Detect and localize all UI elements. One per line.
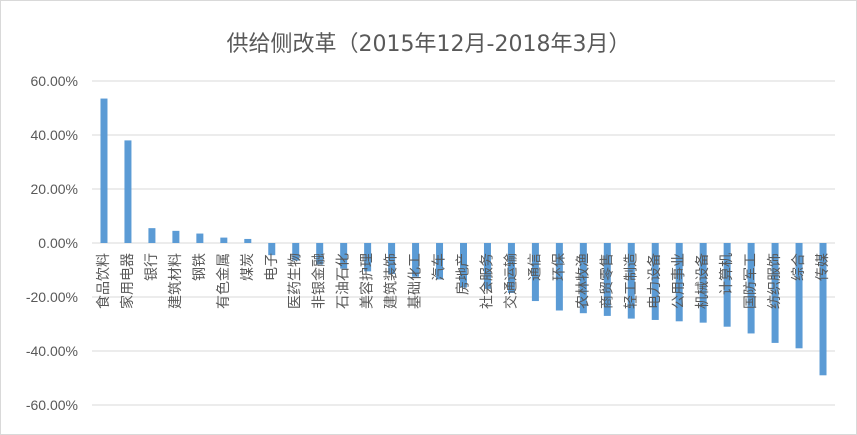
category-label: 有色金属: [215, 253, 232, 309]
category-label: 房地产: [456, 253, 472, 295]
gridlines: [92, 80, 835, 406]
y-tick-label: -40.00%: [26, 343, 78, 359]
category-label: 环保: [551, 253, 567, 281]
bar: [292, 243, 300, 261]
category-labels: 食品饮料 家用电器 银行 建筑材料 钢铁 有色金属 煤炭 电子 医药生物 非银金融 石油石化 美容护理…: [95, 253, 831, 309]
category-label: 商贸零售: [599, 253, 615, 309]
bar: [436, 243, 444, 280]
y-tick-label: 20.00%: [31, 181, 78, 197]
bar: [268, 243, 276, 256]
bar: [675, 243, 683, 322]
bar: [388, 243, 396, 275]
category-label: 交通运输: [502, 253, 519, 309]
category-label: 纺织服饰: [767, 253, 783, 309]
category-label: 国防军工: [743, 253, 759, 309]
bar: [124, 140, 132, 243]
bar: [603, 243, 611, 316]
bar: [555, 243, 563, 311]
category-label: 基础化工: [407, 253, 424, 309]
bar: [100, 98, 108, 243]
bar: [771, 243, 779, 343]
category-label: 通信: [527, 253, 543, 281]
bar: [460, 243, 467, 288]
bar: [220, 237, 228, 243]
bars: [100, 98, 827, 376]
category-label: 建筑装饰: [384, 253, 400, 309]
y-tick-label: 0.00%: [38, 235, 78, 251]
bar: [483, 243, 491, 289]
category-label: 汽车: [431, 253, 448, 281]
bar: [364, 243, 372, 272]
y-tick-label: -60.00%: [26, 397, 78, 413]
bar: [699, 243, 707, 323]
category-label: 医药生物: [288, 253, 304, 309]
bar: [196, 233, 204, 243]
bar: [531, 243, 539, 302]
category-label: 农林牧渔: [575, 253, 591, 309]
bar: [172, 230, 180, 243]
bar: [795, 243, 803, 349]
bar: [148, 228, 156, 243]
bar: [412, 243, 420, 277]
category-label: 石油石化: [336, 253, 352, 309]
category-label: 美容护理: [359, 253, 376, 309]
category-label: 公用事业: [671, 253, 687, 309]
category-label: 食品饮料: [95, 253, 112, 309]
y-tick-label: 40.00%: [31, 127, 78, 143]
bar: [579, 243, 587, 314]
bar: [819, 243, 827, 376]
y-axis-tick-labels: 60.00% 40.00% 20.00% 0.00% -20.00% -40.00% -60…: [26, 73, 78, 413]
bar: [627, 243, 635, 319]
category-label: 电力设备: [646, 253, 663, 309]
bar: [651, 243, 659, 320]
category-label: 传媒: [815, 253, 831, 281]
category-label: 电子: [264, 253, 280, 281]
bar: [244, 238, 252, 243]
bar: [747, 243, 755, 334]
category-label: 钢铁: [192, 253, 208, 281]
category-label: 综合: [791, 253, 807, 281]
category-label: 机械设备: [694, 253, 711, 309]
y-tick-label: 60.00%: [31, 73, 78, 89]
y-tick-label: -20.00%: [26, 289, 78, 305]
bar: [507, 243, 515, 293]
category-label: 轻工制造: [623, 253, 639, 309]
bar: [340, 243, 348, 269]
bar: [723, 243, 731, 327]
category-label: 银行: [144, 253, 160, 281]
chart-title: 供给侧改革（2015年12月-2018年3月）: [226, 32, 631, 57]
category-label: 建筑材料: [168, 253, 184, 309]
category-label: 煤炭: [240, 253, 256, 281]
category-label: 计算机: [719, 253, 735, 295]
bar: [316, 243, 324, 265]
category-label: 家用电器: [119, 253, 136, 309]
category-label: 非银金融: [312, 253, 328, 309]
category-label: 社会服务: [479, 253, 495, 309]
